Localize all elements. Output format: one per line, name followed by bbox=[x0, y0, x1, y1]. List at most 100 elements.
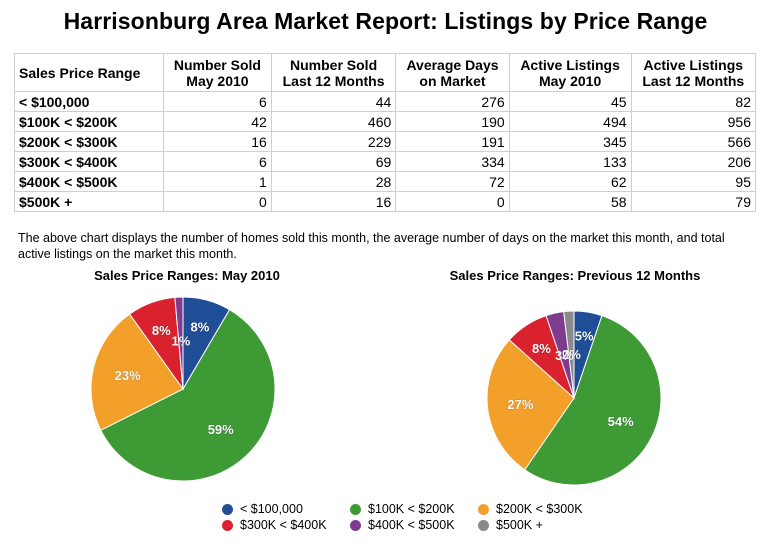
legend-item-200k-300k: $200K < $300K bbox=[478, 502, 606, 516]
table-cell: 82 bbox=[630, 91, 757, 112]
pie-label-100k-200k: 59% bbox=[208, 422, 234, 437]
table-cell: 72 bbox=[395, 171, 510, 192]
table-cell: 6 bbox=[163, 151, 272, 172]
col-header-line: May 2010 bbox=[538, 72, 602, 89]
table-header-row: Sales Price Range Number Sold May 2010 N… bbox=[14, 53, 757, 92]
legend-label: $400K < $500K bbox=[368, 518, 455, 532]
table-cell: 16 bbox=[270, 191, 397, 212]
col-header-line: Active Listings bbox=[643, 56, 744, 73]
legend-item-300k-400k: $300K < $400K bbox=[222, 518, 350, 532]
pie-slice-400k-500k bbox=[174, 296, 184, 390]
table-cell: 0 bbox=[163, 191, 272, 212]
pie-label-200k-300k: 27% bbox=[507, 397, 533, 412]
pie-slice-100k-200k bbox=[100, 308, 276, 482]
legend-swatch bbox=[350, 519, 361, 531]
col-header-avg-days: Average Days on Market bbox=[395, 53, 510, 92]
legend-swatch bbox=[222, 503, 233, 515]
table-cell: 229 bbox=[270, 131, 397, 152]
table-cell: 334 bbox=[395, 151, 510, 172]
pie-chart-may-2010: 8% 59% 23% 8%1% bbox=[90, 296, 276, 482]
table-cell: 0 bbox=[395, 191, 510, 212]
pie-label-under-100k: 8% bbox=[190, 319, 209, 334]
table-cell: 45 bbox=[508, 91, 632, 112]
table-cell: 69 bbox=[270, 151, 397, 172]
table-cell: 1 bbox=[163, 171, 272, 192]
table-cell: 206 bbox=[630, 151, 757, 172]
legend-label: $100K < $200K bbox=[368, 502, 455, 516]
table-cell: < $100,000 bbox=[14, 91, 164, 112]
table-cell: 62 bbox=[508, 171, 632, 192]
legend-label: $200K < $300K bbox=[496, 502, 583, 516]
col-header-active-12mo: Active Listings Last 12 Months bbox=[630, 53, 757, 92]
chart-legend: < $100,000 $100K < $200K $200K < $300K $… bbox=[222, 501, 606, 533]
legend-item-400k-500k: $400K < $500K bbox=[350, 518, 478, 532]
table-row: $500K + 0 16 0 58 79 bbox=[14, 191, 757, 212]
pie-label-under-100k: 5% bbox=[575, 329, 594, 344]
table-row: $300K < $400K 6 69 334 133 206 bbox=[14, 151, 757, 172]
col-header-line: on Market bbox=[419, 72, 486, 89]
col-header-line: Number Sold bbox=[173, 56, 261, 73]
pie-slice-200k-300k bbox=[90, 313, 184, 431]
legend-label: $300K < $400K bbox=[240, 518, 327, 532]
table-cell: 345 bbox=[508, 131, 632, 152]
table-cell: 133 bbox=[508, 151, 632, 172]
table-cell: 566 bbox=[630, 131, 757, 152]
report-title: Harrisonburg Area Market Report: Listing… bbox=[63, 8, 708, 34]
pie-slice-200k-300k bbox=[486, 339, 575, 471]
table-cell: $200K < $300K bbox=[14, 131, 164, 152]
col-header-active-month: Active Listings May 2010 bbox=[508, 53, 632, 92]
col-header-price-range: Sales Price Range bbox=[14, 53, 164, 92]
legend-item-under-100k: < $100,000 bbox=[222, 502, 350, 516]
table-row: < $100,000 6 44 276 45 82 bbox=[14, 91, 757, 112]
table-cell: $100K < $200K bbox=[14, 111, 164, 132]
legend-swatch bbox=[478, 503, 489, 515]
col-header-line: Average Days bbox=[406, 56, 499, 73]
legend-swatch bbox=[222, 519, 233, 531]
legend-swatch bbox=[350, 503, 361, 515]
table-cell: 190 bbox=[395, 111, 510, 132]
table-cell: $300K < $400K bbox=[14, 151, 164, 172]
pie-label-400k-500k: 1% bbox=[171, 334, 190, 349]
table-cell: 460 bbox=[270, 111, 397, 132]
col-header-line: Last 12 Months bbox=[642, 72, 745, 89]
col-header-sold-12mo: Number Sold Last 12 Months bbox=[270, 53, 397, 92]
pie-label-400k-500k: 3% bbox=[555, 348, 574, 363]
market-table: Sales Price Range Number Sold May 2010 N… bbox=[14, 53, 757, 212]
pie-label-200k-300k: 23% bbox=[115, 368, 141, 383]
col-header-line: Last 12 Months bbox=[282, 72, 385, 89]
table-cell: 42 bbox=[163, 111, 272, 132]
col-header-sold-month: Number Sold May 2010 bbox=[163, 53, 272, 92]
pie-label-100k-200k: 54% bbox=[608, 414, 634, 429]
table-cell: 6 bbox=[163, 91, 272, 112]
pie-label-500k-plus: 2% bbox=[562, 347, 581, 362]
pie-title-12-months: Sales Price Ranges: Previous 12 Months bbox=[449, 268, 701, 283]
pie-label-300k-400k: 8% bbox=[532, 341, 551, 356]
chart-description: The above chart displays the number of h… bbox=[18, 231, 725, 261]
table-row: $200K < $300K 16 229 191 345 566 bbox=[14, 131, 757, 152]
legend-item-500k-plus: $500K + bbox=[478, 518, 606, 532]
table-cell: 95 bbox=[630, 171, 757, 192]
table-cell: $400K < $500K bbox=[14, 171, 164, 192]
pie-chart-12-months: 5% 54% 27% 8% 3%2% bbox=[486, 310, 662, 486]
legend-row: $300K < $400K $400K < $500K $500K + bbox=[222, 517, 606, 533]
pie-slice-100k-200k bbox=[524, 314, 662, 486]
table-cell: 58 bbox=[508, 191, 632, 212]
table-cell: 79 bbox=[630, 191, 757, 212]
table-cell: 44 bbox=[270, 91, 397, 112]
table-row: $100K < $200K 42 460 190 494 956 bbox=[14, 111, 757, 132]
legend-swatch bbox=[478, 519, 489, 531]
legend-item-100k-200k: $100K < $200K bbox=[350, 502, 478, 516]
table-cell: 494 bbox=[508, 111, 632, 132]
table-cell: $500K + bbox=[14, 191, 164, 212]
table-row: $400K < $500K 1 28 72 62 95 bbox=[14, 171, 757, 192]
legend-row: < $100,000 $100K < $200K $200K < $300K bbox=[222, 501, 606, 517]
legend-label: $500K + bbox=[496, 518, 543, 532]
table-cell: 191 bbox=[395, 131, 510, 152]
table-cell: 16 bbox=[163, 131, 272, 152]
col-header-line: Number Sold bbox=[290, 56, 378, 73]
pie-label-300k-400k: 8% bbox=[152, 323, 171, 338]
table-cell: 276 bbox=[395, 91, 510, 112]
pie-title-may-2010: Sales Price Ranges: May 2010 bbox=[94, 268, 280, 283]
table-cell: 956 bbox=[630, 111, 757, 132]
table-cell: 28 bbox=[270, 171, 397, 192]
